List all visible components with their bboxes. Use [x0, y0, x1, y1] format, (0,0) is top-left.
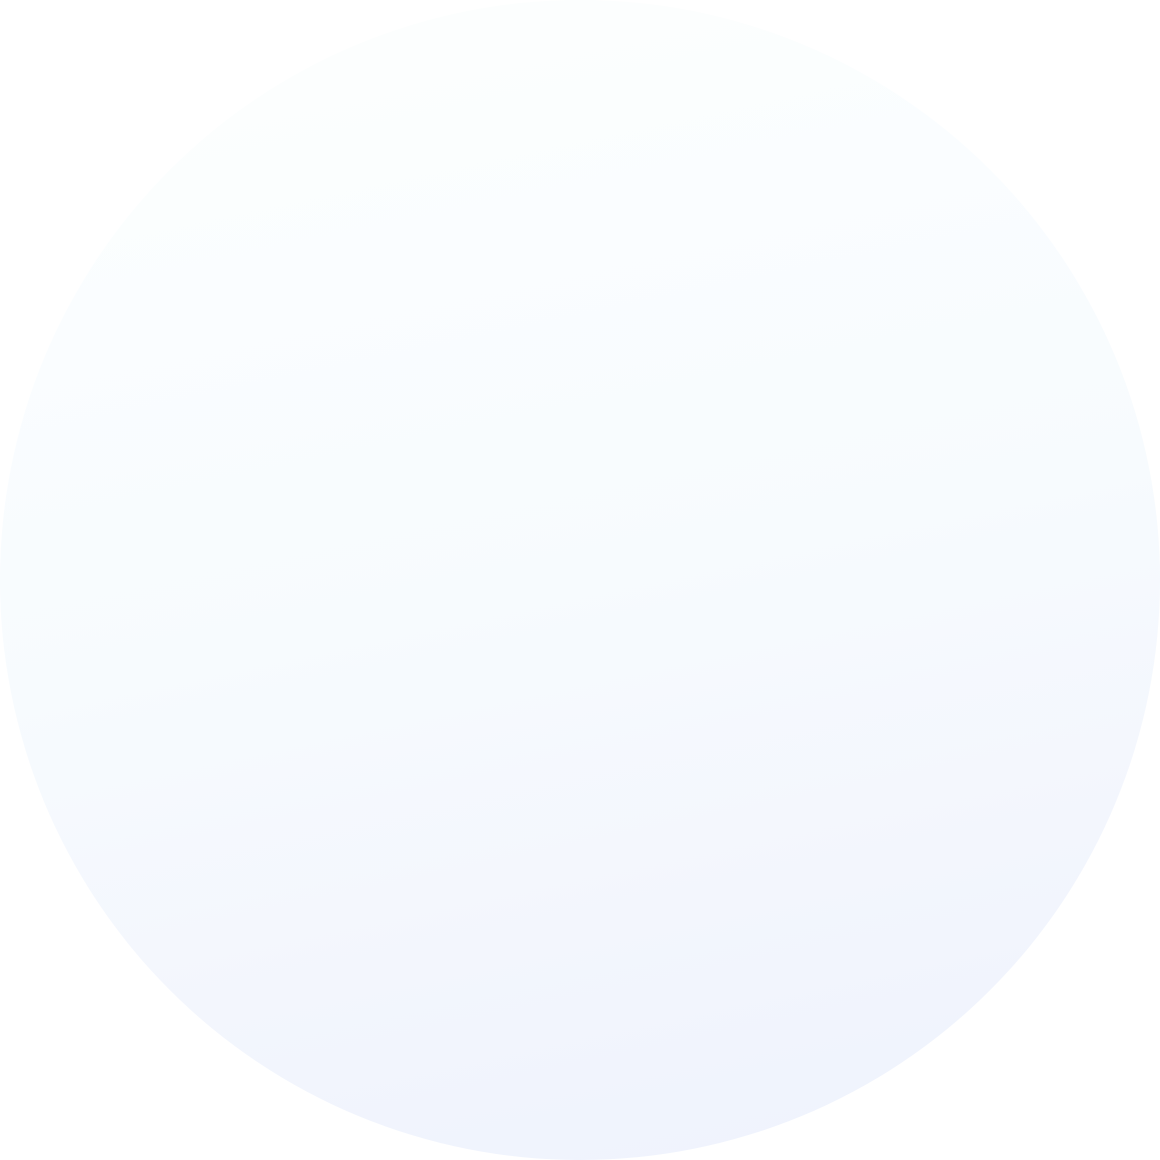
- stage: [0, 0, 1160, 1160]
- gradient-circle-backdrop: [0, 0, 1160, 1160]
